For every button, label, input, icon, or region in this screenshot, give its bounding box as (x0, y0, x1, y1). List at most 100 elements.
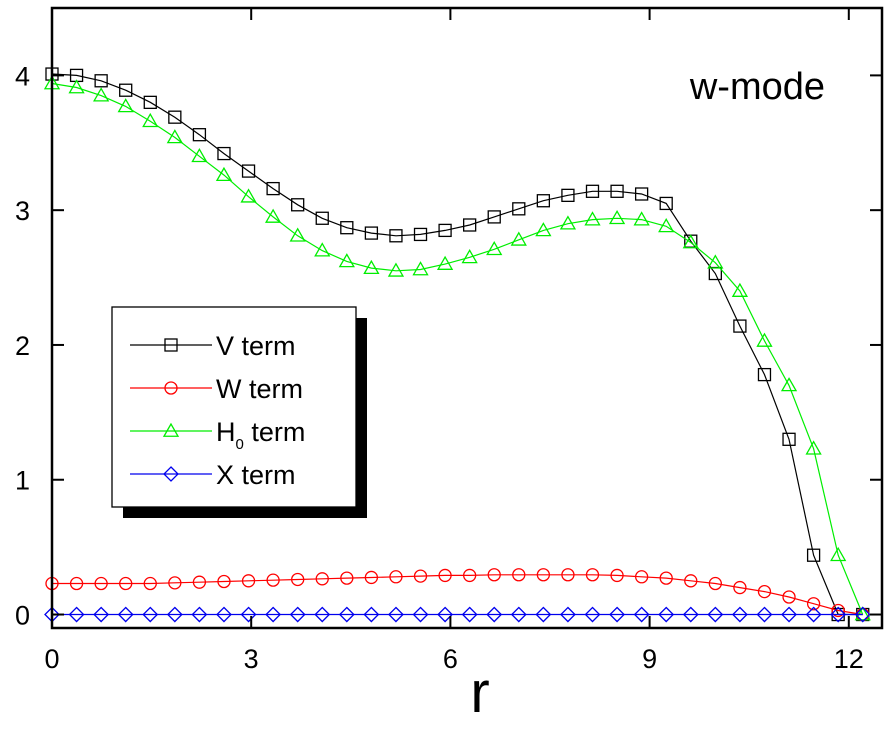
data-point-w-term (536, 568, 551, 582)
data-point-h0-term (559, 215, 577, 230)
data-point-h0-term (363, 259, 380, 275)
data-point-h0-term (215, 166, 233, 182)
data-point-x-term (289, 606, 306, 623)
data-point-w-term (192, 575, 207, 589)
data-point-h0-term (93, 87, 110, 102)
data-point-x-term (191, 606, 208, 623)
data-point-v-term (487, 210, 501, 224)
x-tick-labels: 0 3 6 9 12 (44, 644, 863, 674)
data-point-h0-term (461, 249, 478, 264)
data-point-x-term (805, 606, 822, 623)
data-point-x-term (68, 606, 85, 623)
y-tick-label: 3 (15, 196, 30, 226)
data-point-h0-term (486, 240, 503, 256)
data-point-v-term (634, 187, 649, 201)
data-point-h0-term (633, 211, 650, 226)
data-point-w-term (94, 576, 108, 591)
data-point-w-term (413, 569, 428, 583)
data-point-h0-term (191, 147, 208, 163)
data-point-x-term (731, 606, 748, 623)
data-point-v-term (782, 432, 796, 446)
series-line-h0-term (51, 82, 864, 615)
series-layer (43, 67, 871, 623)
series-line-w-term (52, 574, 863, 616)
data-point-x-term (830, 606, 847, 623)
legend-item-v-term: V term (130, 331, 296, 361)
data-point-w-term (733, 580, 747, 595)
legend: V term W term H0 term X term (111, 306, 367, 518)
data-point-v-term (659, 196, 673, 211)
data-point-h0-term (510, 231, 527, 246)
data-point-w-term (585, 568, 600, 582)
data-point-x-term (314, 606, 331, 623)
data-point-v-term (733, 319, 747, 333)
data-point-w-term (168, 576, 182, 590)
data-point-x-term (461, 606, 478, 623)
data-point-v-term (806, 548, 821, 562)
data-point-w-term (512, 568, 526, 582)
legend-marker (162, 422, 180, 437)
data-point-x-term (854, 606, 871, 623)
x-axis-label: r (470, 660, 489, 725)
data-point-w-term (487, 568, 501, 582)
data-point-v-term (217, 146, 231, 161)
data-point-h0-term (412, 261, 429, 276)
data-point-x-term (486, 606, 503, 623)
data-point-h0-term (830, 546, 847, 562)
data-point-v-term (561, 188, 575, 202)
data-point-h0-term (142, 112, 159, 128)
data-point-x-term (633, 606, 650, 623)
x-tick-label: 3 (244, 644, 259, 674)
data-point-v-term (585, 184, 600, 198)
legend-item-x-term: X term (130, 460, 296, 490)
data-point-w-term (217, 574, 231, 589)
legend-marker (163, 466, 179, 482)
y-tick-label: 2 (15, 331, 30, 361)
data-point-h0-term (658, 218, 675, 233)
data-point-x-term (412, 606, 429, 623)
data-point-w-term (634, 570, 649, 584)
data-point-w-term (143, 576, 157, 591)
data-point-h0-term (68, 79, 85, 94)
data-point-h0-term (289, 227, 306, 242)
data-point-h0-term (387, 262, 405, 277)
data-point-w-term (684, 574, 698, 588)
data-point-x-term (265, 606, 282, 623)
data-point-w-term (340, 571, 354, 585)
data-point-h0-term (117, 98, 134, 113)
data-point-x-term (781, 606, 797, 623)
data-point-w-term (389, 570, 403, 584)
series-h0-term (43, 75, 871, 621)
data-point-h0-term (338, 253, 355, 268)
data-point-v-term (94, 74, 108, 88)
x-tick-label: 6 (443, 644, 458, 674)
legend-label: V term (216, 331, 296, 361)
data-point-w-term (266, 573, 280, 587)
data-point-w-term (659, 571, 673, 585)
data-point-x-term (93, 606, 110, 623)
data-point-x-term (658, 606, 675, 623)
legend-label: H0 term (216, 417, 305, 453)
data-point-w-term (291, 572, 305, 587)
data-point-x-term (609, 606, 625, 623)
data-point-h0-term (780, 377, 798, 392)
data-point-w-term (708, 576, 722, 591)
data-point-v-term (192, 128, 207, 142)
data-point-h0-term (854, 606, 871, 621)
data-point-h0-term (240, 188, 257, 203)
data-point-h0-term (608, 209, 626, 225)
data-point-v-term (291, 198, 305, 212)
data-point-h0-term (805, 440, 822, 455)
data-point-x-term (437, 606, 454, 623)
data-point-w-term (241, 574, 256, 588)
data-point-w-term (806, 597, 821, 611)
data-point-x-term (142, 606, 159, 623)
data-point-w-term (757, 584, 772, 599)
data-point-h0-term (682, 234, 699, 249)
series-x-term (44, 606, 871, 623)
data-point-x-term (240, 606, 257, 623)
data-point-h0-term (756, 332, 773, 347)
panel-annotation: w-mode (689, 66, 825, 108)
legend-marker (164, 338, 178, 352)
